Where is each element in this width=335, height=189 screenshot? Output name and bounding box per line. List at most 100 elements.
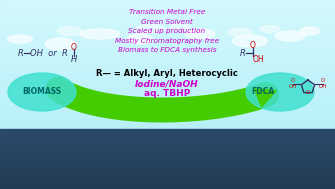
Bar xyxy=(0,20,335,21)
Bar xyxy=(0,95,335,96)
Bar xyxy=(0,131,335,132)
Ellipse shape xyxy=(246,73,314,111)
Bar xyxy=(0,46,335,47)
Bar xyxy=(0,168,335,169)
Ellipse shape xyxy=(8,73,76,111)
Bar xyxy=(0,133,335,134)
Bar xyxy=(0,82,335,83)
Bar xyxy=(0,89,335,90)
Bar xyxy=(0,83,335,84)
Bar xyxy=(0,87,335,88)
Bar xyxy=(0,3,335,4)
Bar xyxy=(0,63,335,64)
Bar xyxy=(0,57,335,58)
Text: Transition Metal Free: Transition Metal Free xyxy=(129,9,205,15)
Bar xyxy=(0,170,335,171)
Bar xyxy=(0,72,335,73)
Text: Mostly Chromatography free: Mostly Chromatography free xyxy=(115,37,219,44)
Ellipse shape xyxy=(135,25,165,33)
Bar xyxy=(0,54,335,55)
Bar xyxy=(0,164,335,165)
Bar xyxy=(0,19,335,20)
Bar xyxy=(0,179,335,180)
Bar xyxy=(0,64,335,65)
Bar xyxy=(0,86,335,87)
Bar xyxy=(0,40,335,41)
Ellipse shape xyxy=(58,26,82,36)
Ellipse shape xyxy=(185,29,215,39)
Bar xyxy=(0,56,335,57)
Bar xyxy=(0,144,335,145)
Bar xyxy=(0,66,335,67)
Text: O: O xyxy=(250,42,256,50)
Bar xyxy=(0,171,335,172)
Bar xyxy=(0,74,335,75)
Text: Green Solvent: Green Solvent xyxy=(141,19,193,25)
Bar xyxy=(0,73,335,74)
Bar xyxy=(0,156,335,157)
Bar xyxy=(0,76,335,77)
Text: O: O xyxy=(71,43,77,51)
Bar xyxy=(0,177,335,178)
Bar xyxy=(0,2,335,3)
Bar xyxy=(0,13,335,14)
Bar xyxy=(0,69,335,70)
Text: Iodine/NaOH: Iodine/NaOH xyxy=(135,80,199,88)
Bar xyxy=(0,78,335,79)
Bar xyxy=(0,132,335,133)
Bar xyxy=(0,122,335,123)
Bar xyxy=(0,55,335,56)
Bar xyxy=(0,143,335,144)
Bar xyxy=(0,79,335,80)
Text: Biomass to FDCA synthesis: Biomass to FDCA synthesis xyxy=(118,47,216,53)
Bar xyxy=(0,183,335,184)
Bar xyxy=(0,167,335,168)
Bar xyxy=(0,188,335,189)
Bar xyxy=(0,155,335,156)
Bar xyxy=(0,44,335,45)
Bar xyxy=(0,0,335,1)
Bar xyxy=(0,113,335,114)
Bar xyxy=(0,71,335,72)
Text: O: O xyxy=(321,77,325,83)
Bar xyxy=(0,61,335,62)
Bar xyxy=(0,26,335,27)
Ellipse shape xyxy=(170,23,190,30)
Bar xyxy=(0,27,335,28)
Text: OH  or  R: OH or R xyxy=(30,49,68,57)
Ellipse shape xyxy=(232,35,268,47)
Bar xyxy=(0,18,335,19)
Bar xyxy=(0,8,335,9)
Bar xyxy=(0,29,335,30)
Bar xyxy=(0,11,335,12)
Bar xyxy=(0,127,335,128)
Bar xyxy=(0,134,335,135)
Bar xyxy=(0,158,335,159)
Bar xyxy=(0,149,335,150)
Bar xyxy=(0,36,335,37)
Bar xyxy=(0,110,335,111)
Bar xyxy=(0,96,335,97)
Bar xyxy=(0,25,335,26)
Bar xyxy=(0,38,335,39)
Bar xyxy=(0,75,335,76)
Bar xyxy=(0,30,335,31)
Bar xyxy=(0,119,335,120)
Bar xyxy=(0,109,335,110)
Bar xyxy=(0,15,335,16)
Bar xyxy=(0,24,335,25)
Bar xyxy=(0,117,335,118)
Bar xyxy=(0,45,335,46)
Bar xyxy=(0,112,335,113)
Text: BIOMASS: BIOMASS xyxy=(22,88,62,97)
Bar xyxy=(0,130,335,131)
Ellipse shape xyxy=(275,31,305,41)
Bar xyxy=(0,187,335,188)
Bar xyxy=(0,152,335,153)
Bar xyxy=(0,160,335,161)
Bar xyxy=(0,21,335,22)
Bar xyxy=(0,93,335,94)
Bar xyxy=(0,31,335,32)
Bar xyxy=(0,125,335,126)
Text: R— = Alkyl, Aryl, Heterocyclic: R— = Alkyl, Aryl, Heterocyclic xyxy=(96,70,238,78)
